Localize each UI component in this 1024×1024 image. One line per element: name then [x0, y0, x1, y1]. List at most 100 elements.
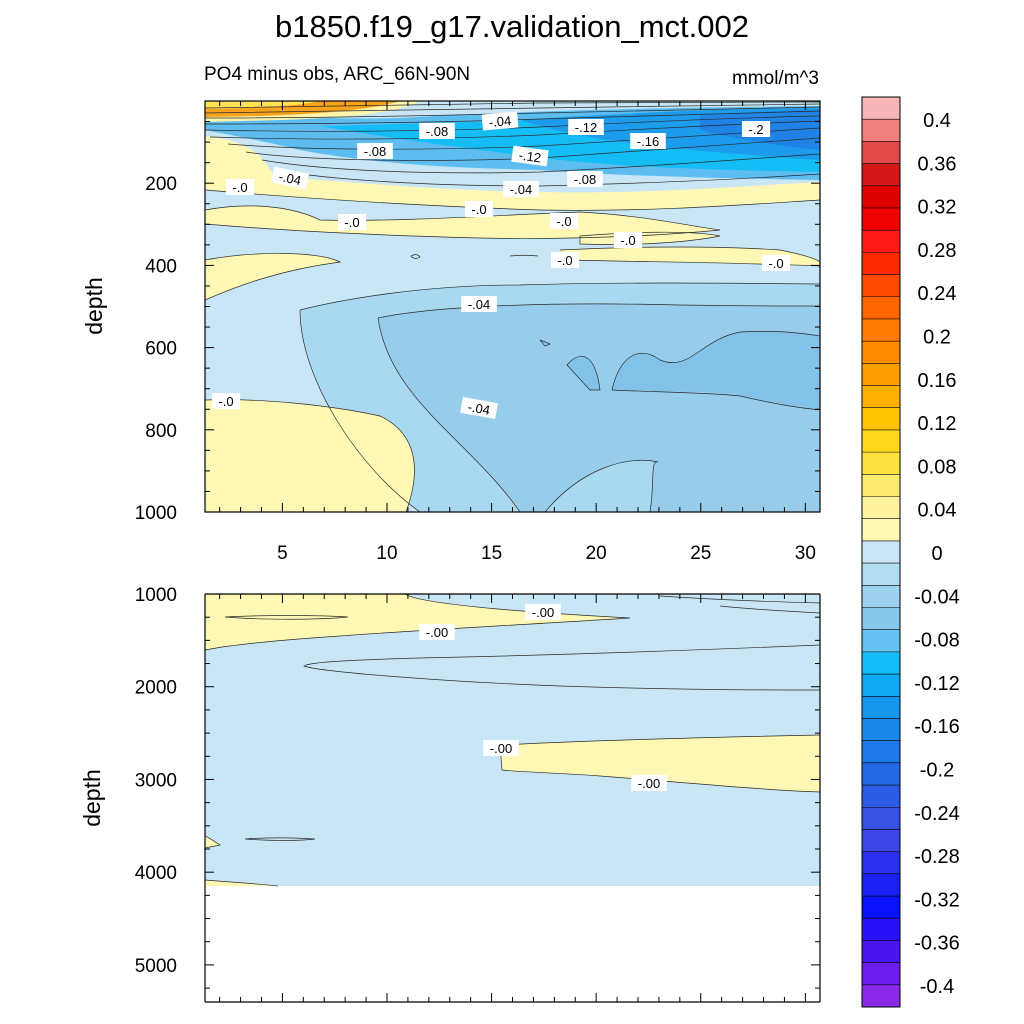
- contour-line: [566, 356, 601, 391]
- colorbar-swatch: [862, 762, 900, 786]
- contour-label-text: -.12: [518, 148, 542, 166]
- colorbar-label: 0.04: [918, 500, 957, 522]
- fill-band-pale-yellow: [205, 399, 415, 512]
- contour-line: [205, 253, 342, 301]
- colorbar-label: 0.16: [918, 370, 957, 392]
- contour-line: [544, 460, 659, 512]
- contour-label-text: -.0: [344, 215, 359, 230]
- contour-line: [274, 169, 820, 187]
- contour-line: [303, 644, 820, 691]
- colorbar-swatch: [862, 984, 900, 1008]
- x-tick-label: 20: [586, 543, 607, 564]
- contour-line: [611, 331, 820, 391]
- colorbar-swatch: [862, 918, 900, 941]
- y-tick-label: 600: [145, 339, 177, 360]
- colorbar-swatch: [862, 718, 900, 741]
- contour-line: [499, 744, 820, 793]
- colorbar-swatch: [862, 230, 900, 253]
- contour-label: -.0: [337, 214, 367, 230]
- contour-line: [205, 189, 820, 211]
- colorbar-label: 0.28: [918, 240, 957, 262]
- colorbar-swatch: [862, 651, 900, 675]
- colorbar-swatch: [862, 341, 900, 364]
- colorbar-label: -0.2: [920, 760, 954, 782]
- colorbar-swatch: [862, 607, 900, 630]
- colorbar-swatch: [862, 940, 900, 963]
- contour-line: [299, 282, 820, 311]
- contour-line: [377, 303, 820, 319]
- contour-label-text: -.08: [426, 124, 448, 139]
- contour-label: -.0: [464, 201, 494, 217]
- contour-label-text: -.04: [510, 182, 532, 197]
- colorbar-swatch: [862, 740, 900, 764]
- y-tick-label: 4000: [135, 863, 177, 884]
- y-tick-label: 1000: [135, 585, 177, 606]
- contour-label: -.08: [419, 123, 455, 139]
- contour-line: [719, 605, 820, 614]
- fill-band-blue-3: [567, 331, 820, 410]
- fill-band-yellow-core: [205, 101, 320, 109]
- contour-label: -.08: [567, 171, 603, 187]
- contour-label: -.00: [483, 740, 519, 756]
- y-tick-label: 800: [145, 421, 177, 442]
- contour-line: [299, 309, 421, 512]
- fill-band-pale-yellow: [205, 253, 340, 300]
- colorbar-swatch: [862, 807, 900, 830]
- contour-label: -.00: [419, 624, 455, 640]
- lower-y-axis-label: depth: [79, 769, 105, 827]
- contour-line: [611, 389, 820, 411]
- colorbar-swatch: [862, 274, 900, 298]
- contour-label-text: -.00: [490, 741, 512, 756]
- upper-tick-labels: 200 400 600 800 1000 5 10 15 20 25 30: [135, 174, 816, 564]
- contour-line: [205, 106, 820, 119]
- lower-axis-ticks: [205, 593, 820, 1002]
- contour-line: [205, 835, 221, 849]
- contour-label: -.00: [525, 604, 561, 620]
- contour-label: -.0: [211, 393, 241, 409]
- contour-label-box: [211, 393, 241, 409]
- x-tick-label: 30: [795, 543, 816, 564]
- contour-label-text: -.0: [232, 180, 247, 195]
- x-tick-label: 10: [376, 543, 397, 564]
- colorbar-swatch: [862, 141, 900, 164]
- contour-label-text: -.0: [620, 233, 635, 248]
- subtitle-units: mmol/m^3: [732, 68, 819, 89]
- contour-label: -.04: [270, 166, 310, 190]
- contour-label-box: [631, 775, 667, 791]
- colorbar-swatch: [862, 385, 900, 409]
- colorbar-label: -0.16: [914, 716, 960, 738]
- colorbar-swatch: [862, 518, 900, 542]
- x-tick-label: 15: [481, 543, 502, 564]
- colorbar-frame: [861, 96, 901, 1008]
- contour-label: -.16: [630, 133, 666, 149]
- contour-label-box: [568, 119, 604, 135]
- contour-label: -.0: [225, 179, 255, 195]
- colorbar-swatch: [862, 318, 900, 342]
- colorbar-swatch: [862, 496, 900, 520]
- contour-label: -.08: [357, 143, 393, 159]
- colorbar-swatch: [862, 674, 900, 697]
- colorbar-label: -0.32: [914, 889, 960, 911]
- colorbar-swatch: [862, 962, 900, 986]
- contour-label: -.2: [741, 121, 771, 137]
- contour-line: [509, 254, 539, 257]
- colorbar-swatch: [862, 540, 900, 564]
- colorbar-label: -0.4: [920, 976, 954, 998]
- contour-label-text: -.16: [637, 134, 659, 149]
- contour-label: -.0: [549, 213, 579, 229]
- colorbar-label: 0.24: [918, 283, 957, 305]
- contour-label-box: [511, 145, 549, 167]
- colorbar-swatch: [862, 363, 900, 386]
- contour-label: -.04: [481, 111, 519, 131]
- lower-panel: -.00 -.00 -.00 -.00 1000 2000 3000 4000 5000 de…: [79, 585, 821, 1003]
- contour-line: [261, 153, 820, 174]
- contour-label: -.04: [503, 181, 539, 197]
- contour-label: -.0: [613, 232, 643, 248]
- contour-label-text: -.0: [218, 394, 233, 409]
- y-tick-label: 2000: [135, 678, 177, 699]
- contour-label-box: [503, 181, 539, 197]
- colorbar-label: -0.08: [914, 630, 960, 652]
- contour-label-box: [549, 213, 579, 229]
- contour-label-text: -.00: [426, 625, 448, 640]
- contour-line: [244, 837, 316, 841]
